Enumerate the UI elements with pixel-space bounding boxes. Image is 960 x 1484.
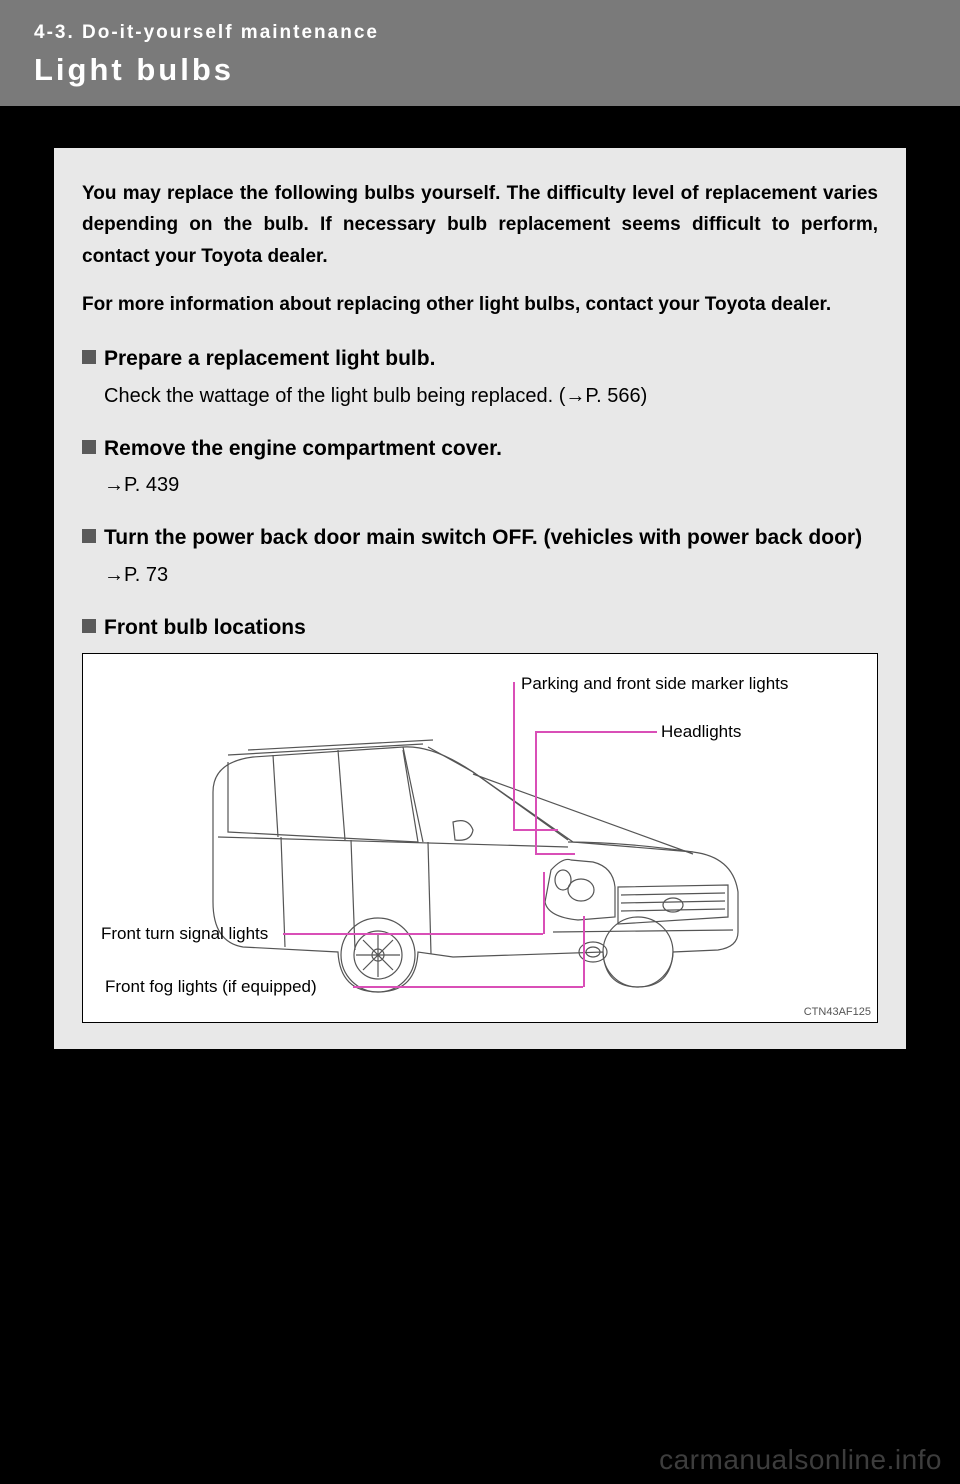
step-heading-text: Front bulb locations xyxy=(104,612,306,644)
leader-line xyxy=(283,933,543,935)
bullet-square-icon xyxy=(82,619,96,633)
step-item: Front bulb locations xyxy=(82,612,878,644)
step-item: Turn the power back door main switch OFF… xyxy=(82,522,878,590)
step-heading-text: Remove the engine compartment cover. xyxy=(104,433,502,465)
intro-paragraph-2: For more information about replacing oth… xyxy=(82,290,878,319)
step-heading: Front bulb locations xyxy=(82,612,878,644)
bullet-square-icon xyxy=(82,440,96,454)
leader-line xyxy=(543,872,545,934)
leader-line xyxy=(535,731,537,854)
leader-line xyxy=(583,916,585,987)
callout-parking-marker: Parking and front side marker lights xyxy=(521,674,788,694)
leader-line xyxy=(513,682,515,830)
page-title: Light bulbs xyxy=(34,52,926,88)
front-bulb-diagram: Parking and front side marker lights Hea… xyxy=(82,653,878,1023)
callout-headlights: Headlights xyxy=(661,722,741,742)
step-heading: Remove the engine compartment cover. xyxy=(82,433,878,465)
intro-paragraph-1: You may replace the following bulbs your… xyxy=(82,178,878,272)
leader-line xyxy=(535,731,657,733)
callout-turn-signal: Front turn signal lights xyxy=(101,924,268,944)
step-heading-text: Prepare a replacement light bulb. xyxy=(104,343,435,375)
section-label: 4-3. Do-it-yourself maintenance xyxy=(34,22,926,44)
bullet-square-icon xyxy=(82,529,96,543)
step-body: Check the wattage of the light bulb bein… xyxy=(104,381,878,411)
callout-fog-lights: Front fog lights (if equipped) xyxy=(105,977,317,997)
step-heading-text: Turn the power back door main switch OFF… xyxy=(104,522,878,554)
page-header: 4-3. Do-it-yourself maintenance Light bu… xyxy=(0,0,960,106)
content-panel: You may replace the following bulbs your… xyxy=(54,148,906,1049)
step-heading: Prepare a replacement light bulb. xyxy=(82,343,878,375)
step-item: Remove the engine compartment cover. →P.… xyxy=(82,433,878,501)
step-heading: Turn the power back door main switch OFF… xyxy=(82,522,878,554)
step-body: →P. 73 xyxy=(104,560,878,590)
watermark-text: carmanualsonline.info xyxy=(659,1444,942,1476)
bullet-square-icon xyxy=(82,350,96,364)
step-body: →P. 439 xyxy=(104,470,878,500)
leader-line xyxy=(535,853,575,855)
leader-line xyxy=(353,986,583,988)
image-code: CTN43AF125 xyxy=(804,1006,871,1018)
step-item: Prepare a replacement light bulb. Check … xyxy=(82,343,878,411)
